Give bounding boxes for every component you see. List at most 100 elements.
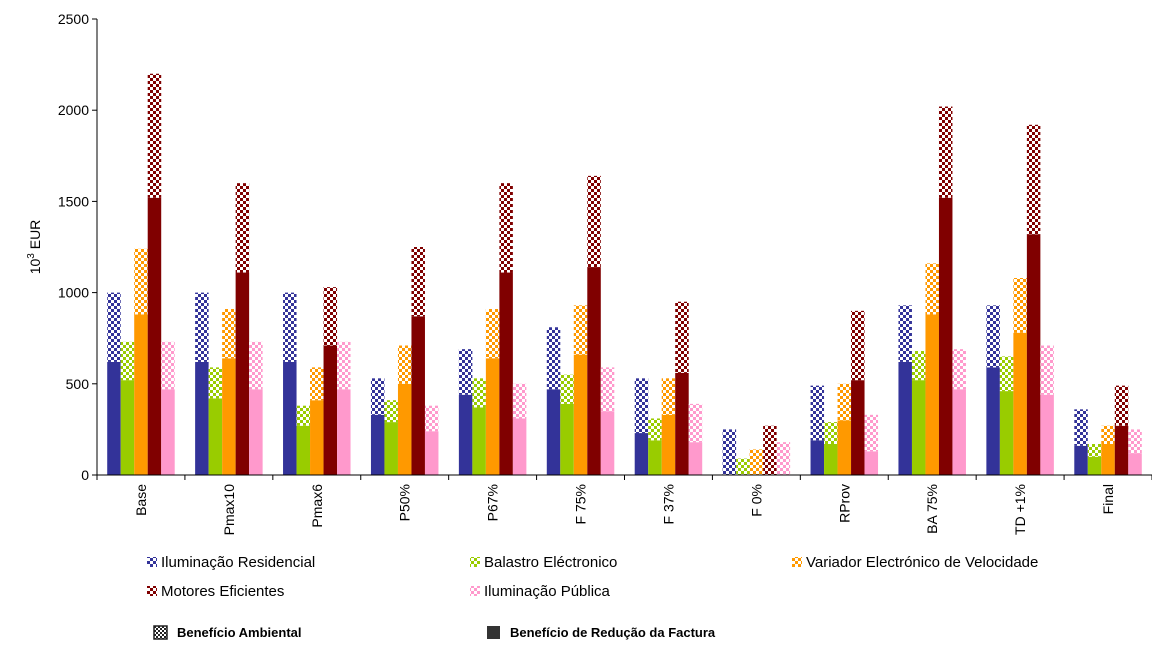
bar-reducao-variador-electronico-de-velocidade (661, 414, 676, 475)
bar-reducao-iluminacao-residencial (634, 433, 649, 475)
bar-group-base (107, 73, 175, 475)
bar-ambiental-iluminacao-residencial (546, 327, 561, 390)
bar-group-p67 (458, 183, 527, 475)
bar-reducao-variador-electronico-de-velocidade (310, 400, 324, 475)
bar-ambiental-motores-eficientes (1114, 385, 1129, 426)
legend-swatch-balastro-electronico (470, 557, 480, 567)
x-category-label: Pmax10 (221, 484, 237, 536)
x-category-label: TD +1% (1012, 484, 1028, 535)
bar-reducao-balastro-electronico (1087, 456, 1102, 475)
bar-ambiental-iluminacao-publica (249, 341, 263, 390)
bar-reducao-motores-eficientes (499, 272, 513, 475)
bar-ambiental-motores-eficientes (323, 287, 338, 346)
bar-ambiental-iluminacao-residencial (898, 305, 912, 362)
bar-reducao-variador-electronico-de-velocidade (1013, 332, 1027, 475)
bar-ambiental-motores-eficientes (675, 301, 689, 373)
bar-ambiental-variador-electronico-de-velocidade (925, 263, 939, 315)
bar-ambiental-iluminacao-residencial (1074, 409, 1088, 446)
x-category-label: Base (133, 484, 149, 516)
bar-ambiental-iluminacao-publica (161, 341, 175, 390)
y-tick-label: 1000 (58, 285, 89, 301)
bar-group-pmax10 (195, 183, 263, 475)
bar-ambiental-iluminacao-publica (424, 405, 439, 432)
bar-reducao-balastro-electronico (384, 422, 398, 475)
bar-reducao-iluminacao-residencial (283, 361, 297, 475)
bar-reducao-balastro-electronico (911, 380, 926, 475)
bar-ambiental-iluminacao-residencial (370, 378, 385, 415)
bar-ambiental-iluminacao-residencial (986, 305, 1000, 368)
bar-reducao-variador-electronico-de-velocidade (222, 358, 236, 475)
bar-ambiental-motores-eficientes (147, 73, 162, 198)
y-tick-label: 0 (81, 467, 89, 483)
bar-group-rprov (810, 310, 879, 475)
bar-ambiental-variador-electronico-de-velocidade (397, 345, 412, 384)
bar-reducao-iluminacao-publica (688, 442, 703, 475)
x-category-label: BA 75% (924, 484, 940, 534)
bar-reducao-iluminacao-residencial (370, 414, 385, 475)
bar-reducao-variador-electronico-de-velocidade (573, 354, 588, 475)
x-category-label: Pmax6 (309, 484, 325, 528)
bar-ambiental-variador-electronico-de-velocidade (310, 367, 324, 401)
y-tick-label: 500 (66, 376, 90, 392)
bar-reducao-variador-electronico-de-velocidade (397, 383, 412, 475)
bar-ambiental-motores-eficientes (1026, 124, 1041, 235)
legend-label-balastro-electronico: Balastro Eléctronico (484, 554, 617, 571)
bar-reducao-balastro-electronico (208, 398, 223, 475)
bar-ambiental-iluminacao-publica (952, 349, 966, 390)
bar-group-f-37 (634, 301, 703, 475)
bar-reducao-variador-electronico-de-velocidade (925, 314, 939, 475)
bar-reducao-variador-electronico-de-velocidade (837, 420, 852, 475)
bar-ambiental-iluminacao-publica (1040, 345, 1054, 395)
bar-ambiental-iluminacao-publica (1128, 429, 1142, 454)
bar-ambiental-variador-electronico-de-velocidade (837, 383, 852, 421)
bar-reducao-motores-eficientes (938, 197, 953, 475)
legend-swatch-motores-eficientes (147, 586, 157, 596)
bar-ambiental-motores-eficientes (499, 183, 513, 273)
y-axis-label-unit: EUR (27, 220, 43, 253)
bar-ambiental-iluminacao-residencial (458, 349, 473, 395)
bar-ambiental-iluminacao-residencial (283, 292, 297, 362)
bar-reducao-iluminacao-residencial (458, 394, 473, 475)
bar-reducao-iluminacao-residencial (1074, 445, 1088, 475)
bar-ambiental-iluminacao-publica (337, 341, 351, 390)
bar-reducao-iluminacao-residencial (195, 361, 209, 475)
y-tick-label: 2000 (58, 102, 89, 118)
bar-reducao-iluminacao-publica (1040, 394, 1054, 475)
legend-label-iluminacao-residencial: Iluminação Residencial (161, 554, 315, 571)
bar-reducao-balastro-electronico (560, 403, 574, 475)
bar-ambiental-balastro-electronico (296, 405, 311, 426)
bar-group-ba-75 (898, 106, 966, 475)
bar-group-td-1 (986, 124, 1054, 475)
bar-ambiental-iluminacao-residencial (810, 385, 825, 441)
bar-ambiental-iluminacao-publica (864, 414, 879, 452)
legend: Iluminação Residencial Balastro Eléctroni… (147, 554, 1038, 640)
bar-reducao-iluminacao-publica (512, 418, 527, 475)
bar-ambiental-balastro-electronico (384, 400, 398, 423)
bar-ambiental-motores-eficientes (763, 425, 777, 475)
x-category-label: F 0% (748, 484, 764, 517)
bar-reducao-balastro-electronico (120, 380, 135, 475)
bar-ambiental-motores-eficientes (938, 106, 953, 198)
legend-swatch-beneficio-ambiental (153, 625, 168, 640)
legend-swatch-iluminacao-residencial (147, 557, 157, 567)
bar-ambiental-variador-electronico-de-velocidade (749, 449, 764, 475)
bar-ambiental-iluminacao-publica (512, 383, 527, 419)
bar-reducao-motores-eficientes (851, 380, 865, 475)
bar-reducao-iluminacao-publica (600, 411, 615, 475)
bar-reducao-iluminacao-residencial (986, 367, 1000, 475)
bar-group-f-0 (722, 425, 791, 475)
bar-ambiental-balastro-electronico (911, 350, 926, 381)
bar-reducao-motores-eficientes (675, 372, 689, 475)
y-tick-label: 1500 (58, 193, 89, 209)
bar-ambiental-variador-electronico-de-velocidade (573, 305, 588, 355)
bar-group-f-75 (546, 175, 615, 475)
bar-ambiental-iluminacao-residencial (195, 292, 209, 362)
bar-ambiental-motores-eficientes (587, 175, 601, 268)
bar-ambiental-iluminacao-publica (688, 403, 703, 443)
x-category-label: F 37% (660, 484, 676, 524)
bar-reducao-iluminacao-publica (864, 451, 879, 475)
bar-reducao-iluminacao-residencial (810, 440, 825, 475)
legend-swatch-beneficio-reducao (487, 626, 500, 639)
bar-reducao-variador-electronico-de-velocidade (485, 358, 500, 475)
